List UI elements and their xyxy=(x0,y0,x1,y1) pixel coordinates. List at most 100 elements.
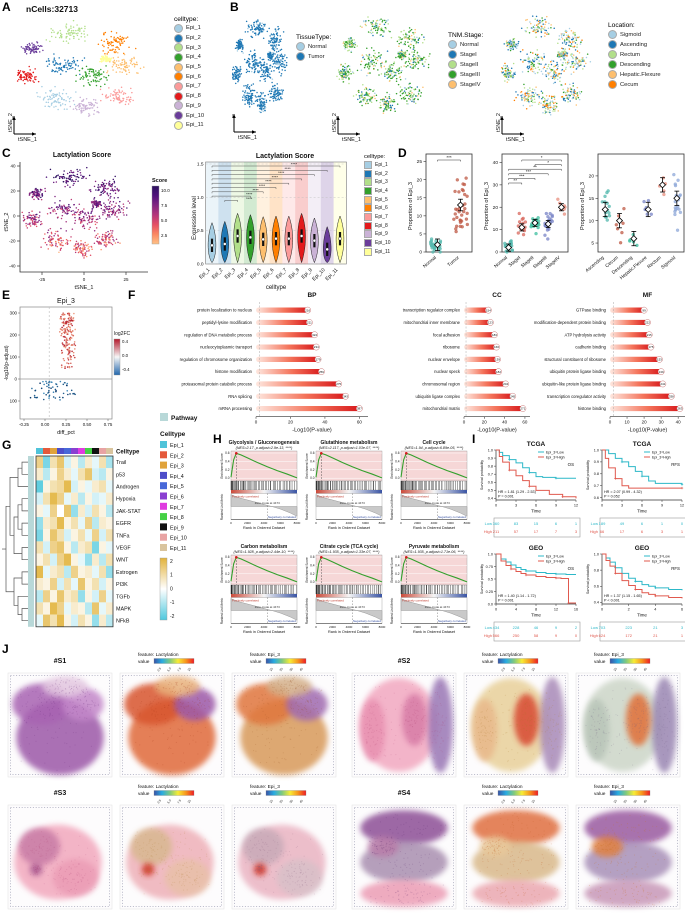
heatmap-cell xyxy=(92,468,99,481)
heatmap-cell xyxy=(43,468,50,481)
legend-item: Hepatic.Flexure xyxy=(608,70,661,79)
heatmap-cell xyxy=(99,578,106,591)
km-risk-low-value: 46 xyxy=(534,625,539,630)
e-xtick: 0.00 xyxy=(41,422,50,427)
gsea-es-tick: 0.4 xyxy=(310,459,315,463)
heatmap-cell xyxy=(64,565,71,578)
panel-G: Celltype Trail p53 Androgen Hypoxia JAK-STAT E… xyxy=(0,408,215,645)
km-ytick: 0.8 xyxy=(488,464,493,468)
km-risk-low-label: Low xyxy=(591,625,598,630)
panel-A: nCells:32713 tSNE_1 tSNE_2 celltype: Epi_1 Ep… xyxy=(0,0,232,146)
gsea-es-tick: 0.2 xyxy=(310,572,315,576)
heatmap-cell xyxy=(85,541,92,554)
d-ytick: 15 xyxy=(589,196,595,202)
panel-label-G: G xyxy=(2,438,12,452)
colorbar-tick: 2.5 xyxy=(500,666,506,672)
d-xtick: Normal xyxy=(422,255,438,270)
heatmap-cell xyxy=(106,517,113,530)
go-term: protein localization to nucleus xyxy=(197,308,252,313)
go-term: histone binding xyxy=(578,406,607,411)
go-count: 263 xyxy=(677,407,682,411)
heatmap-cell xyxy=(85,614,92,627)
legend-item: Epi_10 xyxy=(174,111,204,121)
km-ytick: 1.0 xyxy=(594,448,599,452)
panel-B: tSNE_1 tSNE_2 tSNE_1 tSNE_2 tSNE_1 tSNE_2 Tiss… xyxy=(228,0,685,146)
heatmap-cell xyxy=(57,590,64,603)
legend-label: Normal xyxy=(308,43,327,50)
heatmap-cell xyxy=(36,517,43,530)
km-ytick: 0.5 xyxy=(488,577,493,581)
panel-E: Epi_3 300 200 100 0 100 -0.25 0.00 0.25 0.50 0.75 d… xyxy=(0,293,134,443)
colorbar-tick: 20 xyxy=(279,667,284,672)
value-colorbar xyxy=(609,658,651,664)
legend-swatch xyxy=(448,40,457,49)
legend-swatch xyxy=(364,178,372,187)
km-ylabel: Survival probability xyxy=(586,460,590,490)
km-ytick: 1.0 xyxy=(594,552,599,556)
heatmap-cell xyxy=(78,529,85,542)
legend-swatch xyxy=(608,40,617,49)
panel-e-svg: Epi_3 300 200 100 0 100 -0.25 0.00 0.25 0.50 0.75 d… xyxy=(4,298,131,436)
e-legend-tick: 0.0 xyxy=(122,353,129,358)
km-legend-label: Epi_3=Low xyxy=(652,554,670,558)
tsne-plot xyxy=(231,19,288,114)
legend-item: Epi_4 xyxy=(174,52,204,62)
go-count: 166 xyxy=(494,345,499,349)
km-risk-low-value: 1 xyxy=(575,521,578,526)
km-xlabel: Time xyxy=(637,509,647,514)
go-xtick: 30 xyxy=(659,420,665,425)
heatmap-row-label: PI3K xyxy=(116,582,128,588)
tissue-image-lact xyxy=(463,804,569,910)
colorbar-tick: 2.5 xyxy=(156,798,162,804)
heatmap-cell xyxy=(99,541,106,554)
gsea-pos-label: Positively correlated xyxy=(317,495,344,499)
sig-stars: **** xyxy=(246,196,253,201)
km-risk-high-value: 3 xyxy=(575,529,578,534)
km-legend-label: Epi_3=High xyxy=(546,455,565,459)
go-bar xyxy=(610,319,648,326)
volcano-title: Epi_3 xyxy=(57,298,75,305)
section-title: #S1 xyxy=(54,658,67,665)
km-ytick: 1.0 xyxy=(488,552,493,556)
panel-J: #S1 feature: Lactylation value 2.5 5.0 7.5 10 f… xyxy=(0,645,685,914)
colorbar-tick: 2.5 xyxy=(156,666,162,672)
heatmap-cell xyxy=(71,529,78,542)
heatmap-scale-tick: -2 xyxy=(170,614,175,620)
fiducial-frame xyxy=(234,807,334,907)
panel-label-E: E xyxy=(2,288,11,302)
heatmap-annotation-label: Celltype xyxy=(116,450,140,456)
gsea-xtick: 0 xyxy=(400,521,402,525)
heatmap-cell xyxy=(85,492,92,505)
km-ytick: 0.9 xyxy=(594,460,599,464)
celltype-legend-label: Epi_5 xyxy=(170,484,184,490)
value-label: value xyxy=(138,659,150,665)
gsea-zero-label: Zero cross at 4473 xyxy=(255,605,280,609)
d-ytick: 30 xyxy=(493,182,499,188)
km-risk-high-value: 172 xyxy=(625,633,632,638)
legend-label: Epi_6 xyxy=(375,205,388,212)
panel-label-I: I xyxy=(472,432,476,446)
go-term: cadherin binding xyxy=(575,345,606,350)
go-xtick: 60 xyxy=(522,420,528,425)
feature-label: feature: Lactylation xyxy=(138,652,179,658)
legend-label: Epi_9 xyxy=(375,231,388,238)
feature-label: feature: Lactylation xyxy=(138,784,179,790)
km-xlabel: Time xyxy=(531,613,541,618)
legend-item: Epi_5 xyxy=(364,195,391,204)
gsea-es-tick: 0.6 xyxy=(310,555,315,559)
legend-item: Sigmoid xyxy=(608,30,661,39)
heatmap-cell xyxy=(57,492,64,505)
x-axis-title: tSNE_1 xyxy=(18,137,37,143)
go-bar xyxy=(256,393,346,399)
go-xtick: 40 xyxy=(502,420,508,425)
d-xtick: Sigmoid xyxy=(660,255,677,271)
gsea-stats: (NES=1.935, p.adjust=1.71e-06, ****) xyxy=(404,550,466,554)
colorbar-tick: 10 xyxy=(613,667,618,672)
gsea-xtick: 4000 xyxy=(261,625,268,629)
heatmap-row-label: TGFb xyxy=(116,594,130,600)
gsea-ylab-top: Enrichment Score xyxy=(390,453,394,479)
gsea-xtick: 0 xyxy=(315,625,317,629)
km-ytick: 0.9 xyxy=(488,456,493,460)
d-ytick: 5 xyxy=(591,241,594,247)
heatmap-cell xyxy=(36,578,43,591)
